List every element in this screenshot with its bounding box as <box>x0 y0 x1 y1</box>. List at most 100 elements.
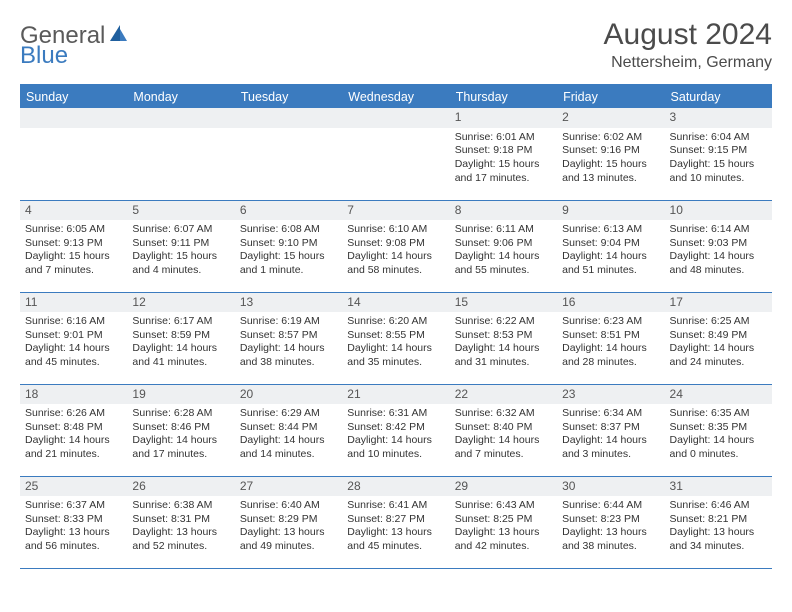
sunrise-line: Sunrise: 6:28 AM <box>132 407 229 421</box>
day-body: Sunrise: 6:29 AMSunset: 8:44 PMDaylight:… <box>235 404 342 465</box>
calendar-cell <box>235 108 342 200</box>
sunrise-line: Sunrise: 6:38 AM <box>132 499 229 513</box>
sunset-line: Sunset: 8:31 PM <box>132 513 229 527</box>
day-number-empty <box>127 108 234 128</box>
day-number: 6 <box>235 201 342 221</box>
sunset-line: Sunset: 8:37 PM <box>562 421 659 435</box>
sunset-line: Sunset: 8:55 PM <box>347 329 444 343</box>
sunrise-line: Sunrise: 6:46 AM <box>670 499 767 513</box>
daylight-line: Daylight: 14 hours and 21 minutes. <box>25 434 122 461</box>
day-body: Sunrise: 6:35 AMSunset: 8:35 PMDaylight:… <box>665 404 772 465</box>
daylight-line: Daylight: 14 hours and 41 minutes. <box>132 342 229 369</box>
daylight-line: Daylight: 14 hours and 58 minutes. <box>347 250 444 277</box>
calendar-cell: 9 Sunrise: 6:13 AMSunset: 9:04 PMDaylight… <box>557 200 664 292</box>
sunrise-line: Sunrise: 6:16 AM <box>25 315 122 329</box>
day-body: Sunrise: 6:26 AMSunset: 8:48 PMDaylight:… <box>20 404 127 465</box>
calendar-cell: 15Sunrise: 6:22 AMSunset: 8:53 PMDayligh… <box>450 292 557 384</box>
sail-icon <box>107 23 129 45</box>
day-number: 13 <box>235 293 342 313</box>
sunset-line: Sunset: 8:42 PM <box>347 421 444 435</box>
day-body: Sunrise: 6:19 AMSunset: 8:57 PMDaylight:… <box>235 312 342 373</box>
calendar-cell: 6 Sunrise: 6:08 AMSunset: 9:10 PMDaylight… <box>235 200 342 292</box>
day-number: 9 <box>557 201 664 221</box>
daylight-line: Daylight: 15 hours and 1 minute. <box>240 250 337 277</box>
sunrise-line: Sunrise: 6:17 AM <box>132 315 229 329</box>
sunrise-line: Sunrise: 6:26 AM <box>25 407 122 421</box>
weekday-header: Thursday <box>450 85 557 108</box>
daylight-line: Daylight: 13 hours and 52 minutes. <box>132 526 229 553</box>
daylight-line: Daylight: 14 hours and 31 minutes. <box>455 342 552 369</box>
calendar-cell: 20Sunrise: 6:29 AMSunset: 8:44 PMDayligh… <box>235 384 342 476</box>
sunrise-line: Sunrise: 6:01 AM <box>455 131 552 145</box>
day-body: Sunrise: 6:22 AMSunset: 8:53 PMDaylight:… <box>450 312 557 373</box>
day-number-empty <box>342 108 449 128</box>
sunset-line: Sunset: 9:08 PM <box>347 237 444 251</box>
calendar-cell: 14Sunrise: 6:20 AMSunset: 8:55 PMDayligh… <box>342 292 449 384</box>
sunset-line: Sunset: 9:13 PM <box>25 237 122 251</box>
sunset-line: Sunset: 8:59 PM <box>132 329 229 343</box>
calendar-cell: 11Sunrise: 6:16 AMSunset: 9:01 PMDayligh… <box>20 292 127 384</box>
sunrise-line: Sunrise: 6:10 AM <box>347 223 444 237</box>
weekday-header: Wednesday <box>342 85 449 108</box>
location-label: Nettersheim, Germany <box>604 54 772 72</box>
daylight-line: Daylight: 14 hours and 0 minutes. <box>670 434 767 461</box>
day-body: Sunrise: 6:44 AMSunset: 8:23 PMDaylight:… <box>557 496 664 557</box>
day-body: Sunrise: 6:31 AMSunset: 8:42 PMDaylight:… <box>342 404 449 465</box>
day-body: Sunrise: 6:43 AMSunset: 8:25 PMDaylight:… <box>450 496 557 557</box>
day-body: Sunrise: 6:11 AMSunset: 9:06 PMDaylight:… <box>450 220 557 281</box>
day-number: 16 <box>557 293 664 313</box>
calendar-cell <box>20 108 127 200</box>
calendar-cell: 2Sunrise: 6:02 AMSunset: 9:16 PMDaylight… <box>557 108 664 200</box>
calendar-cell: 29Sunrise: 6:43 AMSunset: 8:25 PMDayligh… <box>450 476 557 568</box>
day-number: 15 <box>450 293 557 313</box>
daylight-line: Daylight: 14 hours and 17 minutes. <box>132 434 229 461</box>
sunset-line: Sunset: 8:23 PM <box>562 513 659 527</box>
daylight-line: Daylight: 14 hours and 51 minutes. <box>562 250 659 277</box>
calendar-row: 25Sunrise: 6:37 AMSunset: 8:33 PMDayligh… <box>20 476 772 568</box>
day-body: Sunrise: 6:20 AMSunset: 8:55 PMDaylight:… <box>342 312 449 373</box>
weekday-header: Tuesday <box>235 85 342 108</box>
day-number: 27 <box>235 477 342 497</box>
sunrise-line: Sunrise: 6:29 AM <box>240 407 337 421</box>
sunrise-line: Sunrise: 6:32 AM <box>455 407 552 421</box>
day-number: 22 <box>450 385 557 405</box>
calendar-cell: 26Sunrise: 6:38 AMSunset: 8:31 PMDayligh… <box>127 476 234 568</box>
sunrise-line: Sunrise: 6:23 AM <box>562 315 659 329</box>
calendar-cell: 10Sunrise: 6:14 AMSunset: 9:03 PMDayligh… <box>665 200 772 292</box>
sunrise-line: Sunrise: 6:43 AM <box>455 499 552 513</box>
calendar-cell: 1Sunrise: 6:01 AMSunset: 9:18 PMDaylight… <box>450 108 557 200</box>
calendar-cell: 16 Sunrise: 6:23 AMSunset: 8:51 PMDayligh… <box>557 292 664 384</box>
day-number: 14 <box>342 293 449 313</box>
sunset-line: Sunset: 8:29 PM <box>240 513 337 527</box>
daylight-line: Daylight: 15 hours and 4 minutes. <box>132 250 229 277</box>
daylight-line: Daylight: 14 hours and 3 minutes. <box>562 434 659 461</box>
sunset-line: Sunset: 9:10 PM <box>240 237 337 251</box>
weekday-header: Friday <box>557 85 664 108</box>
day-body: Sunrise: 6:07 AMSunset: 9:11 PMDaylight:… <box>127 220 234 281</box>
calendar-cell: 30Sunrise: 6:44 AMSunset: 8:23 PMDayligh… <box>557 476 664 568</box>
daylight-line: Daylight: 14 hours and 38 minutes. <box>240 342 337 369</box>
sunrise-line: Sunrise: 6:22 AM <box>455 315 552 329</box>
day-body: Sunrise: 6:28 AMSunset: 8:46 PMDaylight:… <box>127 404 234 465</box>
daylight-line: Daylight: 14 hours and 48 minutes. <box>670 250 767 277</box>
day-body: Sunrise: 6:38 AMSunset: 8:31 PMDaylight:… <box>127 496 234 557</box>
day-number: 12 <box>127 293 234 313</box>
sunset-line: Sunset: 9:04 PM <box>562 237 659 251</box>
sunset-line: Sunset: 8:51 PM <box>562 329 659 343</box>
sunrise-line: Sunrise: 6:13 AM <box>562 223 659 237</box>
sunrise-line: Sunrise: 6:08 AM <box>240 223 337 237</box>
daylight-line: Daylight: 14 hours and 55 minutes. <box>455 250 552 277</box>
daylight-line: Daylight: 15 hours and 13 minutes. <box>562 158 659 185</box>
day-number-empty <box>235 108 342 128</box>
calendar-row: 1Sunrise: 6:01 AMSunset: 9:18 PMDaylight… <box>20 108 772 200</box>
sunrise-line: Sunrise: 6:14 AM <box>670 223 767 237</box>
day-body: Sunrise: 6:16 AMSunset: 9:01 PMDaylight:… <box>20 312 127 373</box>
weekday-header: Monday <box>127 85 234 108</box>
day-number: 19 <box>127 385 234 405</box>
daylight-line: Daylight: 14 hours and 28 minutes. <box>562 342 659 369</box>
sunset-line: Sunset: 8:46 PM <box>132 421 229 435</box>
sunrise-line: Sunrise: 6:41 AM <box>347 499 444 513</box>
day-body: Sunrise: 6:01 AMSunset: 9:18 PMDaylight:… <box>450 128 557 189</box>
daylight-line: Daylight: 13 hours and 42 minutes. <box>455 526 552 553</box>
daylight-line: Daylight: 14 hours and 45 minutes. <box>25 342 122 369</box>
